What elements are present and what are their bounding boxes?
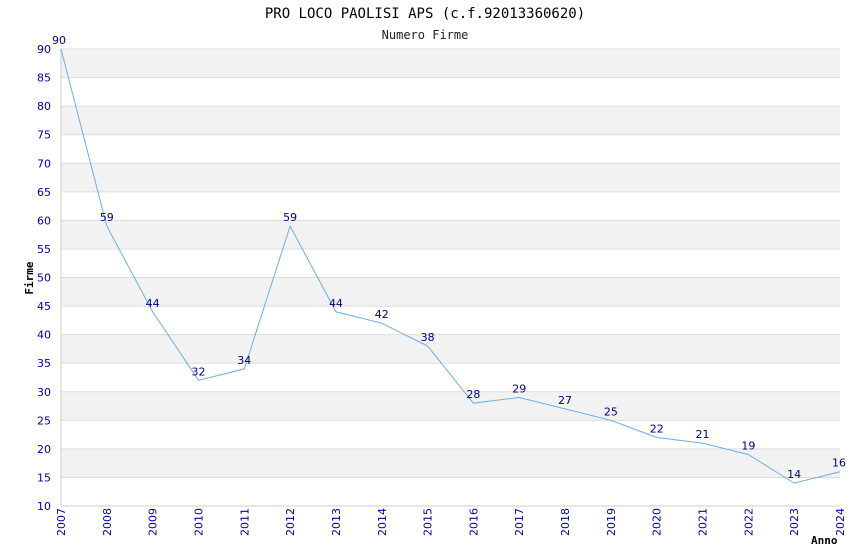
x-tick-label: 2010 xyxy=(192,508,205,536)
y-tick-labels: 10 15 20 25 30 35 40 45 50 55 60 65 70 75 80 85 90 xyxy=(37,43,51,513)
data-label: 28 xyxy=(466,388,480,401)
grid-band xyxy=(61,448,840,478)
x-tick-label: 2009 xyxy=(147,508,160,536)
x-tick-label: 2019 xyxy=(605,508,618,536)
data-label: 14 xyxy=(787,468,801,481)
y-axis-label: Firme xyxy=(23,261,36,294)
x-tick-label: 2015 xyxy=(422,508,435,536)
y-tick-label: 50 xyxy=(37,272,51,285)
y-tick-label: 40 xyxy=(37,329,51,342)
y-tick-label: 85 xyxy=(37,72,51,85)
data-label: 90 xyxy=(52,34,66,47)
data-label: 44 xyxy=(329,297,343,310)
grid-band xyxy=(61,391,840,421)
grid-band xyxy=(61,220,840,249)
x-tick-label: 2020 xyxy=(651,508,664,536)
grid-band xyxy=(61,49,840,78)
y-tick-label: 10 xyxy=(37,500,51,513)
data-label: 34 xyxy=(237,354,251,367)
chart-subtitle: Numero Firme xyxy=(382,28,469,42)
data-label: 59 xyxy=(100,211,114,224)
data-label: 21 xyxy=(696,428,710,441)
axes xyxy=(60,49,840,507)
data-labels: 90 59 44 32 34 59 44 42 38 28 29 27 25 22 21 19 14 16 xyxy=(52,34,846,481)
data-label: 27 xyxy=(558,394,572,407)
data-label: 44 xyxy=(146,297,160,310)
y-tick-label: 60 xyxy=(37,214,51,227)
x-tick-label: 2022 xyxy=(742,508,755,536)
x-axis-label: Anno xyxy=(811,534,838,547)
x-tick-label: 2012 xyxy=(284,508,297,536)
y-tick-label: 35 xyxy=(37,357,51,370)
chart-title: PRO LOCO PAOLISI APS (c.f.92013360620) xyxy=(265,6,585,22)
x-tick-label: 2014 xyxy=(376,508,389,536)
background-bands xyxy=(61,49,840,478)
x-tick-label: 2024 xyxy=(834,508,847,536)
y-tick-label: 90 xyxy=(37,43,51,56)
x-tick-label: 2011 xyxy=(238,508,251,536)
series-line xyxy=(60,48,841,484)
data-label: 38 xyxy=(421,331,435,344)
grid-band xyxy=(61,163,840,192)
data-label: 42 xyxy=(375,308,389,321)
x-tick-label: 2016 xyxy=(467,508,480,536)
y-tick-label: 30 xyxy=(37,386,51,399)
x-tick-label: 2013 xyxy=(330,508,343,536)
y-tick-label: 55 xyxy=(37,243,51,256)
y-tick-label: 70 xyxy=(37,157,51,170)
x-tick-label: 2018 xyxy=(559,508,572,536)
y-tick-label: 80 xyxy=(37,100,51,113)
data-label: 32 xyxy=(191,365,205,378)
grid-band xyxy=(61,334,840,364)
x-tick-label: 2007 xyxy=(55,508,68,536)
data-label: 22 xyxy=(650,422,664,435)
data-label: 59 xyxy=(283,211,297,224)
grid-band xyxy=(61,106,840,135)
y-tick-label: 25 xyxy=(37,414,51,427)
y-tick-label: 65 xyxy=(37,186,51,199)
x-tick-label: 2021 xyxy=(697,508,710,536)
x-tick-label: 2008 xyxy=(101,508,114,536)
x-tick-labels: 2007 2008 2009 2010 2011 2012 2013 2014 2015 2016… xyxy=(55,508,847,536)
y-tick-label: 20 xyxy=(37,443,51,456)
data-label: 16 xyxy=(832,457,846,470)
grid-band xyxy=(61,277,840,307)
gridlines xyxy=(61,48,840,507)
y-tick-label: 75 xyxy=(37,129,51,142)
data-label: 19 xyxy=(741,440,755,453)
y-tick-label: 45 xyxy=(37,300,51,313)
data-label: 25 xyxy=(604,405,618,418)
y-tick-label: 15 xyxy=(37,471,51,484)
x-tick-label: 2017 xyxy=(513,508,526,536)
x-tick-label: 2023 xyxy=(788,508,801,536)
data-label: 29 xyxy=(512,382,526,395)
